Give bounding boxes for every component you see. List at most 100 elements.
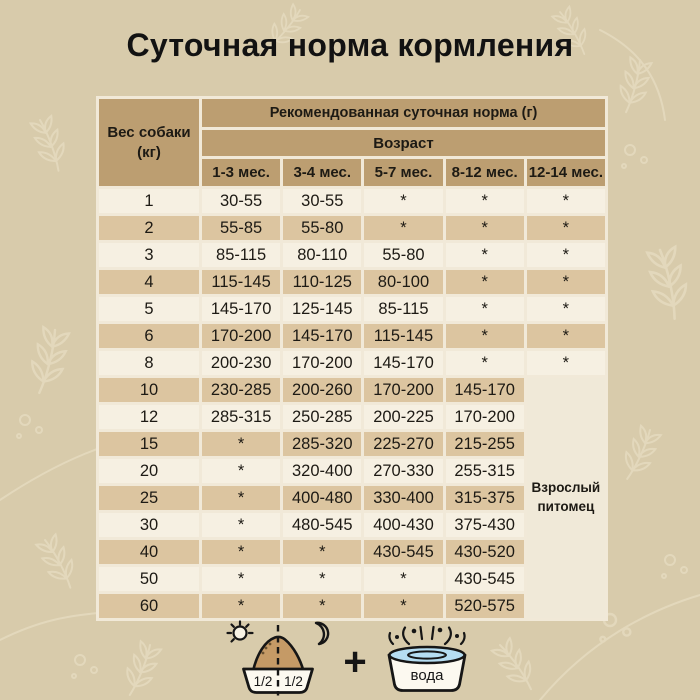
food-bowl-icon: 1/2 1/2 bbox=[226, 620, 330, 696]
value-cell: 170-200 bbox=[445, 405, 524, 429]
value-cell: 320-400 bbox=[283, 459, 362, 483]
weight-cell: 3 bbox=[99, 243, 199, 267]
value-cell: 115-145 bbox=[364, 324, 443, 348]
age-column-header: 12-14 мес. bbox=[526, 159, 605, 186]
value-cell: * bbox=[526, 216, 605, 240]
weight-cell: 20 bbox=[99, 459, 199, 483]
value-cell: 115-145 bbox=[202, 270, 281, 294]
value-cell: 200-225 bbox=[364, 405, 443, 429]
value-cell: * bbox=[445, 243, 524, 267]
value-cell: * bbox=[445, 324, 524, 348]
adult-pet-merged-cell: Взрослый питомец bbox=[526, 378, 605, 618]
value-cell: * bbox=[445, 351, 524, 375]
value-cell: 520-575 bbox=[445, 594, 524, 618]
table-row: 40 * * 430-545 430-520 bbox=[99, 540, 605, 564]
weight-cell: 12 bbox=[99, 405, 199, 429]
value-cell: 430-545 bbox=[445, 567, 524, 591]
weight-cell: 40 bbox=[99, 540, 199, 564]
value-cell: 55-85 bbox=[202, 216, 281, 240]
table-row: 12 285-315 250-285 200-225 170-200 bbox=[99, 405, 605, 429]
value-cell: 430-520 bbox=[445, 540, 524, 564]
value-cell: * bbox=[202, 594, 281, 618]
value-cell: 200-230 bbox=[202, 351, 281, 375]
weight-cell: 30 bbox=[99, 513, 199, 537]
value-cell: * bbox=[283, 594, 362, 618]
value-cell: * bbox=[202, 459, 281, 483]
value-cell: 145-170 bbox=[202, 297, 281, 321]
feeding-legend: 1/2 1/2 + bbox=[0, 620, 700, 696]
weight-cell: 4 bbox=[99, 270, 199, 294]
value-cell: * bbox=[445, 297, 524, 321]
value-cell: * bbox=[283, 540, 362, 564]
table-row: 3 85-115 80-110 55-80 * * bbox=[99, 243, 605, 267]
feeding-table: Вес собаки (кг) Рекомендованная суточная… bbox=[96, 96, 608, 621]
value-cell: * bbox=[202, 513, 281, 537]
table-row: 4 115-145 110-125 80-100 * * bbox=[99, 270, 605, 294]
value-cell: 170-200 bbox=[202, 324, 281, 348]
plus-sign: + bbox=[343, 640, 367, 684]
value-cell: 170-200 bbox=[364, 378, 443, 402]
water-surface bbox=[387, 645, 466, 665]
value-cell: * bbox=[364, 567, 443, 591]
water-bowl-shape bbox=[387, 653, 467, 692]
weight-cell: 60 bbox=[99, 594, 199, 618]
age-column-header: 1-3 мес. bbox=[202, 159, 281, 186]
value-cell: * bbox=[364, 189, 443, 213]
kibble-mound bbox=[252, 635, 306, 673]
value-cell: 30-55 bbox=[202, 189, 281, 213]
table-row: 10 230-285 200-260 170-200 145-170 Взрослый п… bbox=[99, 378, 605, 618]
value-cell: 400-480 bbox=[283, 486, 362, 510]
weight-column-header: Вес собаки (кг) bbox=[99, 99, 199, 186]
weight-cell: 5 bbox=[99, 297, 199, 321]
value-cell: * bbox=[202, 432, 281, 456]
table-row: 15 * 285-320 225-270 215-255 bbox=[99, 432, 605, 456]
value-cell: 145-170 bbox=[364, 351, 443, 375]
table-row: 25 * 400-480 330-400 315-375 bbox=[99, 486, 605, 510]
value-cell: * bbox=[283, 567, 362, 591]
weight-cell: 1 bbox=[99, 189, 199, 213]
age-header: Возраст bbox=[202, 130, 605, 156]
table-row: 20 * 320-400 270-330 255-315 bbox=[99, 459, 605, 483]
value-cell: * bbox=[526, 324, 605, 348]
table-row: 2 55-85 55-80 * * * bbox=[99, 216, 605, 240]
value-cell: 225-270 bbox=[364, 432, 443, 456]
value-cell: * bbox=[526, 270, 605, 294]
value-cell: * bbox=[202, 567, 281, 591]
age-column-header: 5-7 мес. bbox=[364, 159, 443, 186]
value-cell: 255-315 bbox=[445, 459, 524, 483]
value-cell: 125-145 bbox=[283, 297, 362, 321]
value-cell: * bbox=[526, 243, 605, 267]
value-cell: 250-285 bbox=[283, 405, 362, 429]
value-cell: 55-80 bbox=[283, 216, 362, 240]
weight-cell: 2 bbox=[99, 216, 199, 240]
age-column-header: 3-4 мес. bbox=[283, 159, 362, 186]
value-cell: * bbox=[364, 594, 443, 618]
table-row: 5 145-170 125-145 85-115 * * bbox=[99, 297, 605, 321]
value-cell: 400-430 bbox=[364, 513, 443, 537]
value-cell: * bbox=[364, 216, 443, 240]
value-cell: * bbox=[445, 270, 524, 294]
value-cell: 315-375 bbox=[445, 486, 524, 510]
table-row: 8 200-230 170-200 145-170 * * bbox=[99, 351, 605, 375]
value-cell: 170-200 bbox=[283, 351, 362, 375]
table-row: 1 30-55 30-55 * * * bbox=[99, 189, 605, 213]
age-column-header: 8-12 мес. bbox=[445, 159, 524, 186]
water-splash-icon bbox=[388, 625, 466, 646]
value-cell: 30-55 bbox=[283, 189, 362, 213]
main-header: Рекомендованная суточная норма (г) bbox=[202, 99, 605, 127]
value-cell: 85-115 bbox=[364, 297, 443, 321]
half-portion-right-label: 1/2 bbox=[284, 674, 303, 689]
water-label: вода bbox=[410, 667, 444, 684]
value-cell: 80-110 bbox=[283, 243, 362, 267]
table-row: 30 * 480-545 400-430 375-430 bbox=[99, 513, 605, 537]
value-cell: 285-315 bbox=[202, 405, 281, 429]
value-cell: 215-255 bbox=[445, 432, 524, 456]
weight-cell: 8 bbox=[99, 351, 199, 375]
value-cell: 375-430 bbox=[445, 513, 524, 537]
value-cell: 145-170 bbox=[283, 324, 362, 348]
value-cell: * bbox=[445, 189, 524, 213]
value-cell: * bbox=[526, 351, 605, 375]
table-row: 50 * * * 430-545 bbox=[99, 567, 605, 591]
value-cell: * bbox=[202, 540, 281, 564]
